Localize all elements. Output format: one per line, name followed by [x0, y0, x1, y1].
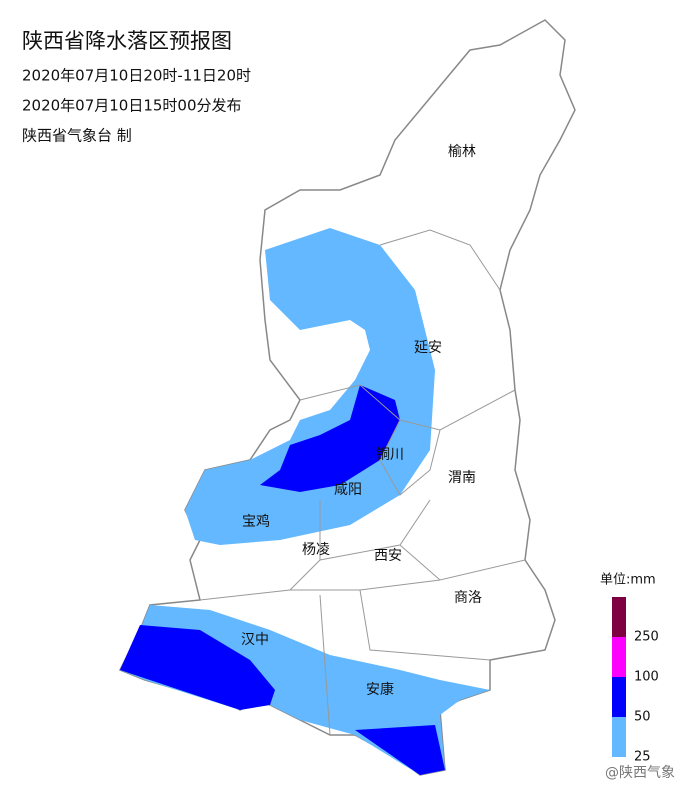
city-label: 咸阳 — [334, 482, 362, 498]
legend-unit: 单位:mm — [600, 573, 656, 588]
legend-tick-label: 25 — [634, 750, 651, 765]
watermark: @陕西气象 — [605, 765, 675, 781]
rain-25 — [185, 228, 435, 545]
province — [118, 19, 576, 776]
subtitle: 2020年07月10日15时00分发布 — [22, 97, 242, 115]
city-label: 铜川 — [376, 447, 404, 463]
subtitle: 2020年07月10日20时-11日20时 — [22, 67, 251, 85]
rain-50 — [260, 385, 400, 492]
legend-swatch — [612, 717, 626, 757]
city-label: 安康 — [366, 681, 394, 698]
legend-tick-label: 50 — [634, 710, 651, 725]
legend-tick-label: 250 — [634, 630, 659, 645]
legend-tick-label: 100 — [634, 670, 659, 685]
city-label: 宝鸡 — [242, 513, 270, 530]
subtitle: 陕西省气象台 制 — [22, 127, 132, 145]
rain-50 — [120, 625, 275, 710]
city-label: 商洛 — [454, 590, 482, 606]
city-label: 汉中 — [241, 632, 269, 648]
city-label: 西安 — [374, 548, 402, 564]
rain-50 — [355, 725, 445, 775]
city-label: 渭南 — [448, 470, 476, 486]
district-border — [199, 229, 526, 736]
city-label: 榆林 — [448, 144, 476, 160]
city-label: 杨凌 — [302, 542, 330, 558]
legend-swatch — [612, 677, 626, 717]
legend-swatch — [612, 637, 626, 677]
title: 陕西省降水落区预报图 — [22, 29, 232, 53]
city-label: 延安 — [414, 340, 442, 356]
legend-swatch — [612, 597, 626, 637]
